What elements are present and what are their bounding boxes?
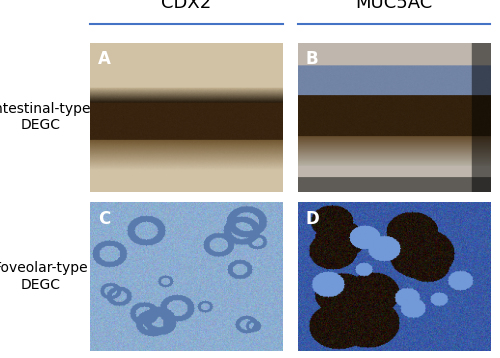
- Text: MUC5AC: MUC5AC: [355, 0, 432, 12]
- Text: C: C: [98, 210, 110, 228]
- Text: Foveolar-type
DEGC: Foveolar-type DEGC: [0, 261, 88, 292]
- Text: CDX2: CDX2: [161, 0, 212, 12]
- Text: Intestinal-type
DEGC: Intestinal-type DEGC: [0, 102, 91, 132]
- Text: D: D: [305, 210, 319, 228]
- Text: A: A: [98, 50, 110, 68]
- Text: B: B: [305, 50, 318, 68]
